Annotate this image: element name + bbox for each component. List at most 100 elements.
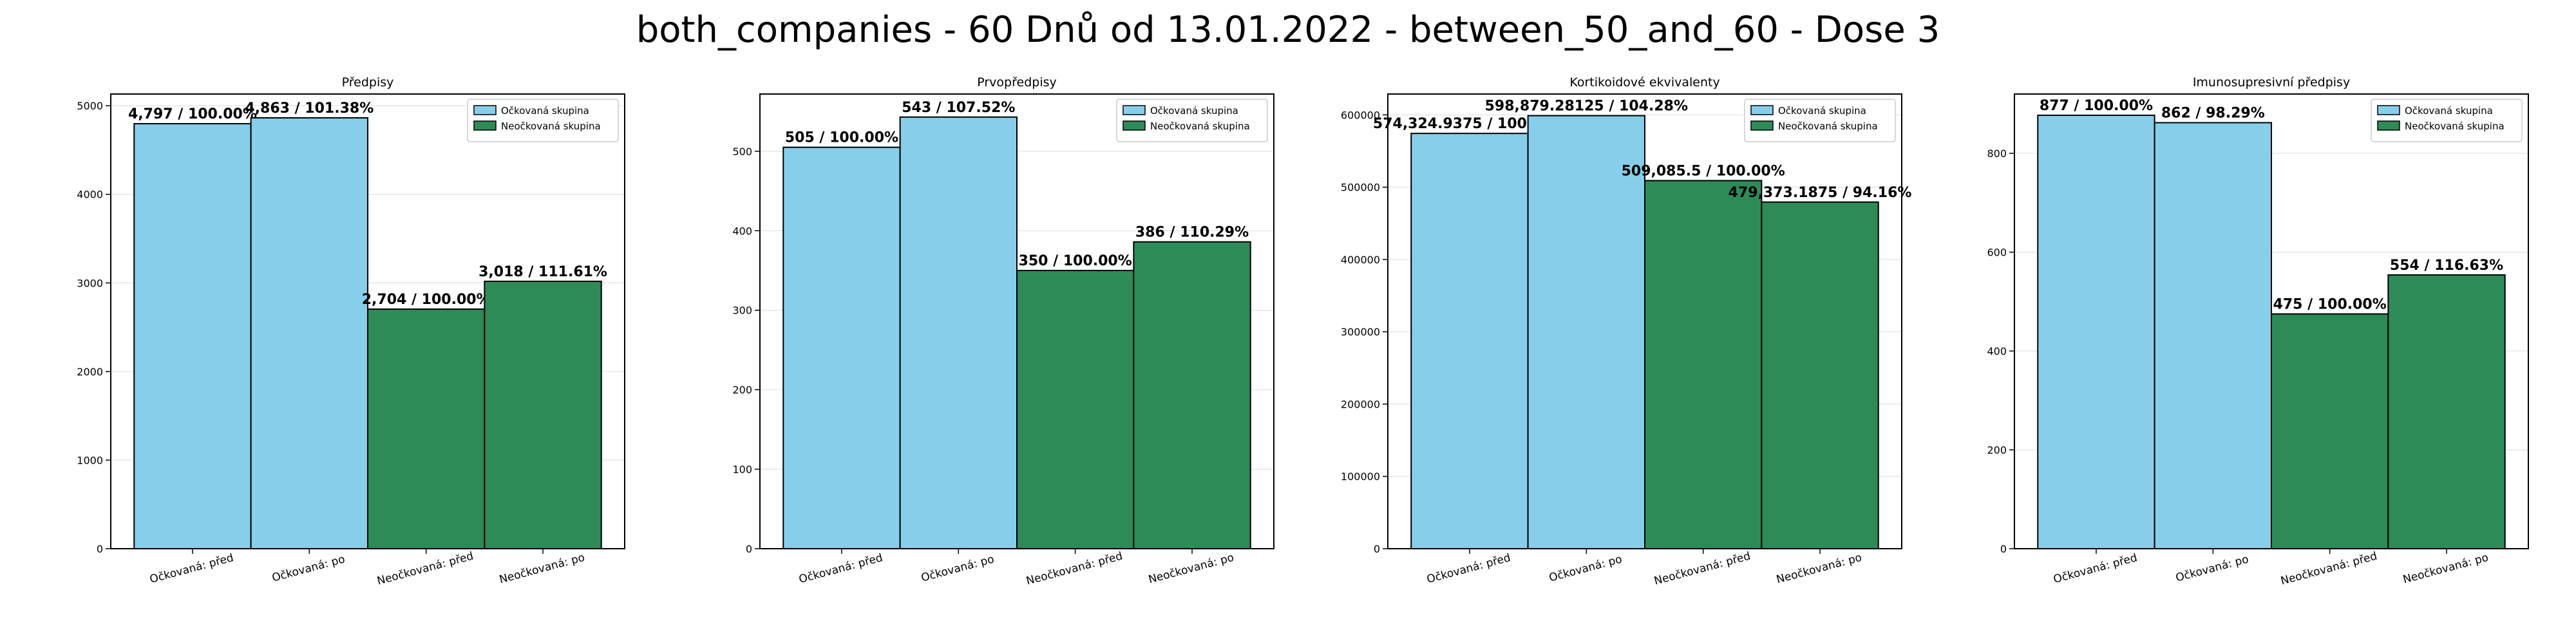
legend-swatch: [2377, 120, 2400, 131]
bar: [250, 117, 368, 549]
legend: Očkovaná skupina Neočkovaná skupina: [1116, 99, 1268, 142]
bar: [1761, 201, 1879, 549]
y-tick-label: 0: [1374, 543, 1380, 555]
subplot-3: 574,324.9375 / 100.00%Očkovaná: před598,…: [1341, 75, 1912, 588]
bar: [1133, 241, 1251, 549]
y-tick-label: 400: [732, 225, 752, 237]
bar: [2387, 274, 2506, 549]
bar-value-label: 2,704 / 100.00%: [362, 292, 491, 308]
y-tick-label: 100: [732, 464, 752, 476]
bar-value-label: 543 / 107.52%: [902, 100, 1015, 116]
x-tick-label: Očkovaná: po: [270, 553, 346, 584]
y-tick-label: 3000: [77, 277, 103, 289]
y-tick-label: 2000: [77, 366, 103, 378]
legend-box: [2371, 99, 2523, 142]
bar: [133, 123, 252, 550]
y-tick-label: 400: [1987, 345, 2007, 357]
legend-label: Očkovaná skupina: [501, 105, 589, 117]
subplot-title: Imunosupresivní předpisy: [2193, 75, 2350, 90]
y-tick-label: 5000: [77, 100, 103, 112]
bar-value-label: 386 / 110.29%: [1135, 225, 1249, 241]
legend-label: Očkovaná skupina: [2405, 105, 2493, 117]
subplot-title: Prvopředpisy: [977, 75, 1057, 90]
y-tick-label: 500: [732, 146, 752, 158]
x-tick-label: Očkovaná: po: [2174, 553, 2250, 584]
y-tick-label: 300: [732, 305, 752, 317]
bar: [782, 146, 901, 549]
axes-frame: [1387, 93, 1902, 549]
x-tick-label: Neočkovaná: po: [2401, 551, 2490, 587]
x-tick-label: Očkovaná: po: [1548, 553, 1624, 584]
legend-swatch: [473, 105, 497, 115]
figure-title: both_companies - 60 Dnů od 13.01.2022 - …: [636, 9, 1940, 51]
axes-frame: [759, 93, 1274, 549]
bar: [2154, 122, 2273, 550]
bar: [1527, 115, 1646, 550]
bar: [484, 280, 602, 549]
bar: [367, 308, 486, 549]
bar-value-label: 479,373.1875 / 94.16%: [1728, 185, 1912, 201]
bar-value-label: 877 / 100.00%: [2040, 98, 2153, 114]
bar: [1644, 180, 1763, 549]
legend-swatch: [2377, 105, 2400, 115]
y-tick-label: 800: [1987, 147, 2007, 160]
legend-swatch: [1122, 120, 1146, 131]
bar-value-label: 475 / 100.00%: [2273, 296, 2387, 312]
x-tick-label: Neočkovaná: před: [1653, 550, 1752, 588]
bar: [2271, 313, 2389, 549]
y-tick-label: 100000: [1341, 471, 1380, 483]
y-tick-label: 500000: [1341, 182, 1380, 194]
legend: Očkovaná skupina Neočkovaná skupina: [2371, 99, 2523, 142]
bar: [1410, 133, 1529, 549]
y-tick-label: 600: [1987, 247, 2007, 259]
legend: Očkovaná skupina Neočkovaná skupina: [1744, 99, 1896, 142]
y-tick-label: 200000: [1341, 398, 1380, 410]
legend-box: [467, 99, 619, 142]
bar-value-label: 4,863 / 101.38%: [245, 100, 374, 117]
x-tick-label: Neočkovaná: po: [498, 551, 586, 587]
y-tick-label: 400000: [1341, 254, 1380, 266]
legend-box: [1116, 99, 1268, 142]
x-tick-label: Neočkovaná: po: [1775, 551, 1863, 587]
x-tick-label: Očkovaná: před: [148, 551, 234, 586]
bar-value-label: 350 / 100.00%: [1019, 253, 1132, 269]
legend-swatch: [1750, 105, 1774, 115]
subplot-1: 4,797 / 100.00% Očkovaná: před 4,863 / 101…: [77, 75, 625, 588]
x-tick-label: Neočkovaná: před: [1025, 550, 1124, 588]
subplot-title: Předpisy: [342, 75, 394, 90]
x-tick-label: Očkovaná: před: [797, 551, 884, 586]
x-tick-label: Očkovaná: před: [2052, 551, 2138, 586]
axes-frame: [110, 93, 625, 549]
x-tick-label: Neočkovaná: po: [1147, 551, 1235, 587]
subplot-2: 505 / 100.00% Očkovaná: před 543 / 107.52%…: [732, 75, 1274, 588]
legend: Očkovaná skupina Neočkovaná skupina: [467, 99, 619, 142]
x-tick-label: Neočkovaná: před: [2279, 550, 2378, 588]
legend-swatch: [1750, 120, 1774, 131]
y-tick-label: 300000: [1341, 326, 1380, 338]
y-tick-label: 1000: [77, 454, 103, 466]
subplot-4: 877 / 100.00% Očkovaná: před 862 / 98.29% O…: [1987, 75, 2529, 588]
y-tick-label: 200: [1987, 444, 2007, 457]
bar-value-label: 505 / 100.00%: [785, 130, 898, 146]
y-tick-label: 200: [732, 384, 752, 396]
legend-label: Očkovaná skupina: [1778, 105, 1866, 117]
bar: [1016, 270, 1135, 549]
legend-label: Neočkovaná skupina: [1150, 120, 1250, 132]
legend-label: Očkovaná skupina: [1150, 105, 1238, 117]
legend-label: Neočkovaná skupina: [1778, 120, 1878, 132]
y-tick-label: 0: [97, 543, 103, 555]
legend-swatch: [1122, 105, 1146, 115]
y-tick-label: 4000: [77, 189, 103, 201]
bar-value-label: 4,797 / 100.00%: [128, 106, 257, 122]
legend-swatch: [473, 120, 497, 131]
bar: [899, 116, 1018, 549]
x-tick-label: Očkovaná: po: [920, 553, 996, 584]
bar-value-label: 554 / 116.63%: [2390, 258, 2503, 274]
legend-label: Neočkovaná skupina: [2405, 120, 2505, 132]
axes-frame: [2014, 93, 2529, 549]
bar-value-label: 509,085.5 / 100.00%: [1622, 163, 1785, 179]
bar-value-label: 3,018 / 111.61%: [478, 264, 607, 280]
bar: [2037, 114, 2155, 550]
y-tick-label: 0: [2000, 543, 2007, 555]
